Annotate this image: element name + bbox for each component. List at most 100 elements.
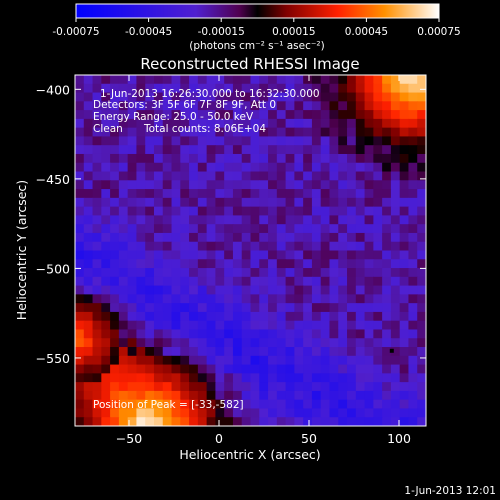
heatmap-cell bbox=[101, 417, 111, 426]
heatmap-cell bbox=[75, 232, 85, 243]
heatmap-cell bbox=[408, 153, 418, 164]
heatmap-cell bbox=[232, 224, 243, 234]
heatmap-cell bbox=[118, 75, 129, 85]
heatmap-cell bbox=[110, 364, 120, 374]
heatmap-cell bbox=[180, 303, 190, 313]
heatmap-cell bbox=[145, 110, 155, 120]
heatmap-cell bbox=[329, 276, 339, 287]
heatmap-cell bbox=[399, 101, 410, 111]
heatmap-cell bbox=[390, 373, 401, 383]
heatmap-cell bbox=[303, 417, 313, 426]
heatmap-cell bbox=[92, 127, 102, 138]
y-axis-label: Heliocentric Y (arcsec) bbox=[14, 180, 29, 320]
heatmap-cell bbox=[250, 215, 260, 225]
heatmap-cell bbox=[75, 276, 85, 287]
heatmap-cell bbox=[294, 153, 304, 164]
heatmap-cell bbox=[285, 285, 295, 295]
heatmap-cell bbox=[75, 417, 85, 426]
heatmap-cell bbox=[355, 110, 366, 120]
heatmap-cell bbox=[224, 83, 234, 94]
heatmap-cell bbox=[136, 101, 146, 111]
heatmap-cell bbox=[320, 303, 331, 313]
heatmap-cell bbox=[232, 145, 243, 155]
heatmap-cell bbox=[294, 136, 304, 146]
heatmap-cell bbox=[118, 241, 129, 252]
heatmap-cell bbox=[294, 268, 304, 278]
heatmap-cell bbox=[171, 373, 181, 383]
heatmap-cell bbox=[215, 110, 225, 120]
heatmap-cell bbox=[311, 408, 322, 418]
heatmap-cell bbox=[303, 127, 313, 138]
heatmap-cell bbox=[232, 399, 243, 410]
heatmap-cell bbox=[83, 241, 94, 252]
heatmap-cell bbox=[162, 171, 173, 181]
heatmap-cell bbox=[259, 259, 269, 269]
heatmap-cell bbox=[101, 390, 111, 401]
heatmap-cell bbox=[347, 215, 357, 225]
heatmap-cell bbox=[206, 382, 217, 392]
heatmap-cell bbox=[206, 110, 217, 120]
heatmap-cell bbox=[206, 364, 217, 374]
heatmap-cell bbox=[206, 197, 217, 208]
heatmap-cell bbox=[180, 145, 190, 155]
heatmap-cell bbox=[153, 75, 164, 85]
heatmap-cell bbox=[364, 189, 374, 199]
heatmap-cell bbox=[329, 180, 339, 190]
heatmap-cell bbox=[250, 347, 260, 357]
heatmap-cell bbox=[110, 320, 120, 331]
heatmap-cell bbox=[390, 268, 401, 278]
heatmap-cell bbox=[171, 408, 181, 418]
heatmap-cell bbox=[417, 276, 426, 287]
heatmap-cell bbox=[224, 338, 234, 348]
heatmap-cell bbox=[338, 110, 348, 120]
heatmap-cell bbox=[320, 373, 331, 383]
heatmap-cell bbox=[382, 127, 392, 138]
heatmap-cell bbox=[399, 259, 410, 269]
heatmap-cell bbox=[311, 285, 322, 295]
heatmap-cell bbox=[390, 276, 401, 287]
heatmap-cell bbox=[110, 355, 120, 366]
heatmap-cell bbox=[382, 241, 392, 252]
heatmap-cell bbox=[92, 347, 102, 357]
heatmap-cell bbox=[390, 355, 401, 366]
heatmap-cell bbox=[382, 382, 392, 392]
heatmap-cell bbox=[224, 136, 234, 146]
heatmap-cell bbox=[241, 118, 252, 129]
heatmap-cell bbox=[118, 162, 129, 173]
heatmap-cell bbox=[382, 153, 392, 164]
heatmap-cell bbox=[197, 329, 208, 339]
heatmap-cell bbox=[171, 92, 181, 102]
heatmap-cell bbox=[329, 145, 339, 155]
heatmap-cell bbox=[189, 417, 199, 426]
heatmap-cell bbox=[127, 320, 138, 331]
heatmap-cell bbox=[338, 347, 348, 357]
heatmap-cell bbox=[276, 180, 287, 190]
heatmap-cell bbox=[127, 329, 138, 339]
heatmap-cell bbox=[294, 101, 304, 111]
heatmap-cell bbox=[347, 294, 357, 304]
heatmap-cell bbox=[303, 171, 313, 181]
heatmap-cell bbox=[259, 329, 269, 339]
heatmap-cell bbox=[390, 320, 401, 331]
heatmap-cell bbox=[110, 329, 120, 339]
heatmap-cell bbox=[276, 373, 287, 383]
heatmap-cell bbox=[171, 294, 181, 304]
heatmap-cell bbox=[347, 206, 357, 217]
heatmap-cell bbox=[390, 285, 401, 295]
heatmap-cell bbox=[206, 320, 217, 331]
heatmap-cell bbox=[224, 206, 234, 217]
heatmap-cell bbox=[303, 189, 313, 199]
heatmap-cell bbox=[294, 390, 304, 401]
heatmap-cell bbox=[311, 153, 322, 164]
heatmap-cell bbox=[276, 347, 287, 357]
heatmap-cell bbox=[118, 417, 129, 426]
heatmap-cell bbox=[364, 110, 374, 120]
heatmap-cell bbox=[110, 127, 120, 138]
heatmap-cell bbox=[189, 189, 199, 199]
heatmap-cell bbox=[171, 329, 181, 339]
heatmap-cell bbox=[145, 285, 155, 295]
heatmap-cell bbox=[303, 364, 313, 374]
heatmap-cell bbox=[303, 162, 313, 173]
heatmap-cell bbox=[347, 390, 357, 401]
heatmap-cell bbox=[215, 224, 225, 234]
